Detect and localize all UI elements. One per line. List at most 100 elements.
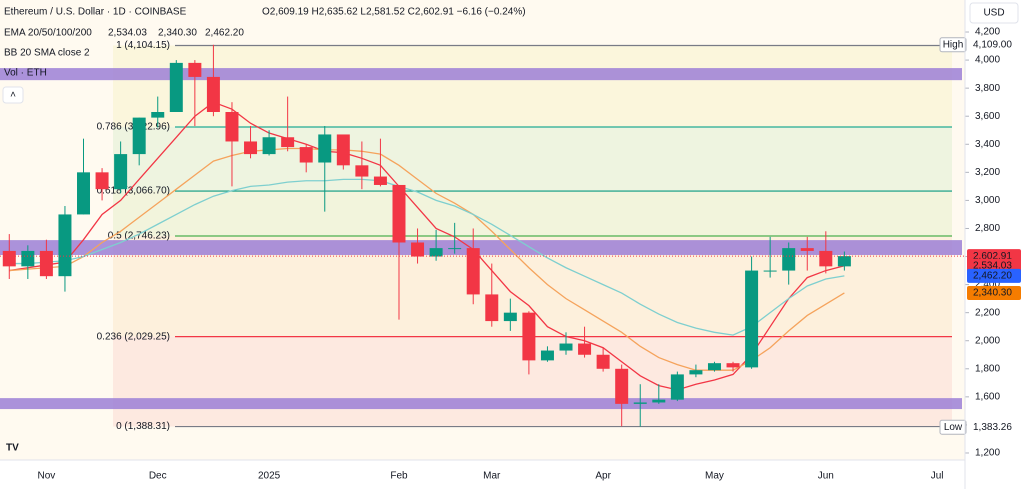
y-tick-label: 3,400 <box>975 139 1000 150</box>
candle-body <box>726 363 740 368</box>
collapse-button[interactable] <box>2 86 24 104</box>
ema-title: EMA 20/50/100/200 <box>4 28 92 39</box>
y-tick-label: 3,200 <box>975 167 1000 178</box>
fib-fill <box>113 45 952 128</box>
x-tick-label: Dec <box>149 471 167 482</box>
background-layer: 1 (4,104.15)0.786 (3,522.96)0.618 (3,066… <box>0 40 962 432</box>
currency-button[interactable] <box>969 2 1019 24</box>
candle-body <box>763 270 777 272</box>
x-tick-label: Apr <box>595 471 611 482</box>
fib-label: 0 (1,388.31) <box>116 421 170 432</box>
fib-label: 0.618 (3,066.70) <box>97 186 170 197</box>
symbol: Ethereum / U.S. Dollar · 1D · COINBASE <box>4 7 187 18</box>
ohlc: O2,609.19 H2,635.62 L2,581.52 C2,602.91 … <box>262 7 526 18</box>
candle-body <box>429 248 443 257</box>
fib-fill <box>113 191 952 237</box>
candle-body <box>800 248 814 251</box>
y-tick-label: 3,800 <box>975 83 1000 94</box>
candle-body <box>188 62 202 77</box>
candle-body <box>392 184 406 243</box>
candle-body <box>559 343 573 351</box>
ema-line <box>9 147 845 371</box>
candle-body <box>262 137 276 155</box>
x-tick-label: Feb <box>390 471 408 482</box>
zone <box>0 398 962 410</box>
candle-body <box>355 165 369 177</box>
candle-body <box>151 112 165 118</box>
candle-body <box>373 176 387 185</box>
candle-body <box>652 399 666 403</box>
ema-line <box>9 101 845 391</box>
price-tag <box>967 37 1021 52</box>
candle-body <box>522 312 536 361</box>
candle-body <box>206 76 220 112</box>
candle-body <box>95 172 109 190</box>
tag-prefix-box <box>939 37 967 53</box>
candle-body <box>578 343 592 355</box>
x-tick-label: Jun <box>818 471 834 482</box>
candle-body <box>745 270 759 368</box>
y-tick-label: 3,000 <box>975 195 1000 206</box>
tag-prefix: High <box>943 39 964 50</box>
candle-body <box>707 363 721 371</box>
price-tag <box>967 268 1021 283</box>
candle-body <box>670 374 684 400</box>
price-tag-label: 1,383.26 <box>973 422 1012 433</box>
currency[interactable]: USD <box>983 8 1004 19</box>
candle-body <box>596 354 610 369</box>
candle-body <box>782 248 796 271</box>
candle-body <box>39 250 53 277</box>
candle-body <box>819 250 833 267</box>
candle-body <box>114 154 128 190</box>
candle-body <box>58 214 72 277</box>
candle-body <box>2 250 16 267</box>
y-tick-label: 2,400 <box>975 279 1000 290</box>
x-tick-label: Mar <box>483 471 501 482</box>
bb-title: BB 20 SMA close 2 <box>4 48 90 59</box>
ema-line <box>9 178 845 336</box>
candle-body <box>281 137 295 148</box>
ema-value: 2,534.03 <box>108 28 147 39</box>
price-tag-label: 2,462.20 <box>973 271 1012 282</box>
candle-body <box>225 112 239 142</box>
price-tag <box>967 285 1021 300</box>
y-tick-label: 1,200 <box>975 448 1000 459</box>
candle-body <box>244 141 258 155</box>
ema-value: 2,462.20 <box>205 28 244 39</box>
y-tick-label: 4,200 <box>975 27 1000 38</box>
candle-body <box>466 248 480 295</box>
fib-label: 1 (4,104.15) <box>116 40 170 51</box>
candle-body <box>615 368 629 404</box>
candle-body <box>485 294 499 322</box>
ema-value: 2,340.30 <box>158 28 197 39</box>
zone <box>0 240 962 255</box>
price-tag-label: 2,534.03 <box>973 260 1012 271</box>
x-tick-label: May <box>705 471 724 482</box>
x-tick-label: Jul <box>931 471 944 482</box>
y-tick-label: 2,800 <box>975 223 1000 234</box>
price-tag-label: 2,602.91 <box>973 251 1012 262</box>
candle-body <box>633 402 647 404</box>
candle-body <box>132 117 146 155</box>
y-tick-label: 3,600 <box>975 111 1000 122</box>
candle-body <box>540 350 554 361</box>
candle-body <box>689 370 703 375</box>
collapse-icon[interactable]: ˄ <box>10 90 16 101</box>
x-tick-label: 2025 <box>258 471 281 482</box>
price-tag-label: 2,340.30 <box>973 288 1012 299</box>
candle-body <box>21 250 35 267</box>
y-tick-label: 2,000 <box>975 335 1000 346</box>
tag-prefix: Low <box>944 422 963 433</box>
fib-fill <box>113 127 952 192</box>
candle-body <box>336 134 350 166</box>
vol-title: Vol · ETH <box>4 68 47 79</box>
y-tick-label: 2,200 <box>975 307 1000 318</box>
logo: TV <box>6 443 19 454</box>
candle-body <box>503 312 517 322</box>
candle-body <box>77 172 91 215</box>
candle-body <box>169 62 183 112</box>
candle-body <box>448 248 462 250</box>
candle-body <box>299 147 313 163</box>
tag-prefix-box <box>939 419 967 435</box>
